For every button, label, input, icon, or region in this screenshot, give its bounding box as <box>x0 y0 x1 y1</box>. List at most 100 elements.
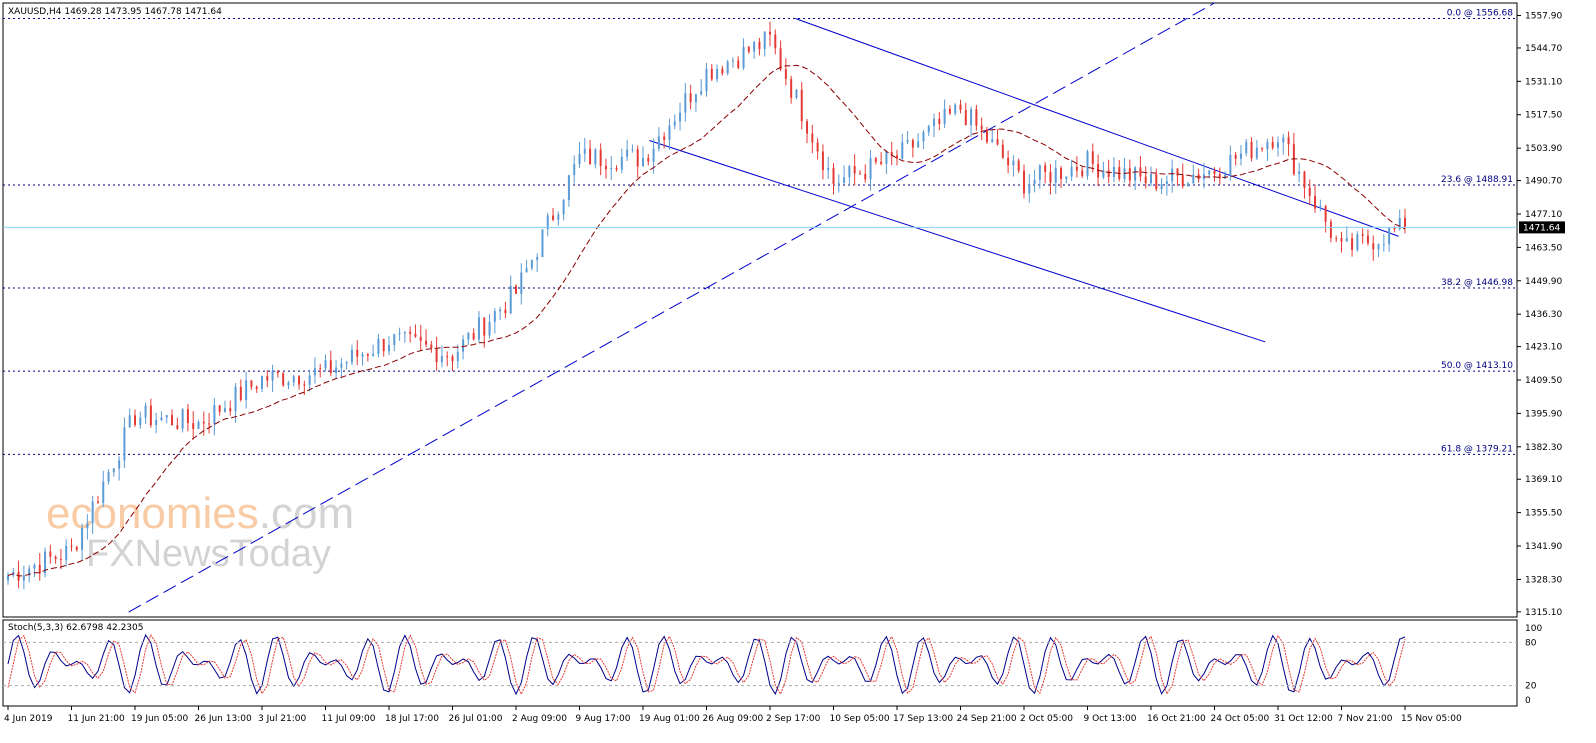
candle-body <box>477 317 480 340</box>
trend-lines <box>128 2 1399 613</box>
candle-body <box>515 285 517 294</box>
candle-body <box>324 360 327 369</box>
candle-body <box>1208 170 1211 175</box>
price-tick-label: 1369.10 <box>1525 475 1562 485</box>
candle-body <box>1303 171 1306 188</box>
candle-body <box>192 423 195 429</box>
candle-body <box>239 386 242 400</box>
time-tick-label: 7 Nov 21:00 <box>1338 714 1393 724</box>
stoch-main-line <box>7 633 1406 696</box>
candle-body <box>165 415 168 418</box>
watermark-economies: economies <box>46 489 259 538</box>
candle-body <box>567 175 570 200</box>
candle-body <box>22 575 25 581</box>
candle-body <box>1250 141 1253 159</box>
price-tick-label: 1315.10 <box>1525 608 1562 618</box>
price-pane[interactable] <box>2 2 1518 618</box>
price-tick-label: 1409.50 <box>1525 376 1562 386</box>
candle-body <box>350 349 353 363</box>
channel-upper-line <box>795 18 1399 237</box>
candle-body <box>1218 174 1221 179</box>
price-tick-label: 1503.90 <box>1525 144 1562 154</box>
time-tick-label: 15 Nov 05:00 <box>1401 714 1462 724</box>
candle-body <box>763 31 766 50</box>
candle-body <box>716 68 719 80</box>
candle-body <box>33 564 36 569</box>
candle-body <box>65 545 68 561</box>
candle-body <box>91 501 94 524</box>
candle-body <box>1033 179 1036 184</box>
candle-body <box>980 125 983 130</box>
candle-body <box>811 133 814 143</box>
candle-body <box>1366 235 1369 244</box>
candle-body <box>155 420 158 426</box>
candle-body <box>864 173 867 180</box>
candle-body <box>186 409 189 424</box>
candle-body <box>896 155 898 159</box>
candle-body <box>1086 151 1089 177</box>
candle-body <box>467 333 470 340</box>
candle-body <box>906 140 909 143</box>
candle-body <box>536 256 539 260</box>
candle-body <box>832 167 835 184</box>
moving-average <box>7 64 1406 577</box>
time-tick-label: 16 Oct 21:00 <box>1147 714 1206 724</box>
candle-body <box>372 353 375 356</box>
price-tick-label: 1477.10 <box>1525 210 1562 220</box>
candle-body <box>1261 147 1264 150</box>
candle-body <box>806 121 809 134</box>
candle-body <box>520 272 523 294</box>
stoch-header: Stoch(5,3,3) 62.6798 42.2305 <box>8 623 143 633</box>
candle-body <box>202 421 205 424</box>
candle-body <box>171 415 174 426</box>
fibonacci-levels: 0.0 @ 1556.68 23.6 @ 1488.91 38.2 @ 1446.9… <box>3 9 1517 455</box>
candle-body <box>1287 137 1290 145</box>
candle-body <box>123 427 126 461</box>
candle-body <box>1091 151 1094 164</box>
candle-body <box>149 405 152 426</box>
time-tick-label: 11 Jul 09:00 <box>322 714 376 724</box>
candle-body <box>1398 217 1401 230</box>
time-tick-label: 11 Jun 21:00 <box>68 714 125 724</box>
candle-body <box>552 215 555 220</box>
price-tick-label: 1463.50 <box>1525 243 1562 253</box>
candle-body <box>758 41 761 50</box>
candle-body <box>377 338 380 354</box>
candle-body <box>843 177 846 184</box>
candle-body <box>663 136 666 140</box>
stoch-tick-label: 80 <box>1525 638 1537 648</box>
candle-body <box>583 148 586 154</box>
candle-body <box>964 110 967 126</box>
candle-body <box>255 386 258 389</box>
candle-body <box>1128 168 1131 181</box>
price-tick-label: 1531.10 <box>1525 77 1562 87</box>
candle-body <box>1187 183 1190 187</box>
candle-body <box>1192 174 1195 184</box>
candle-body <box>959 104 962 111</box>
candle-body <box>446 356 449 358</box>
candle-body <box>710 68 713 80</box>
price-tick-label: 1544.70 <box>1525 44 1562 54</box>
candle-body <box>1277 142 1279 148</box>
candle-body <box>1382 244 1385 246</box>
candle-body <box>1329 221 1332 239</box>
fib-label: 38.2 @ 1446.98 <box>1441 278 1513 288</box>
candle-body <box>668 125 671 140</box>
candle-body <box>462 339 465 352</box>
candle-body <box>1165 181 1168 185</box>
time-tick-label: 9 Oct 13:00 <box>1084 714 1137 724</box>
candle-body <box>250 380 253 387</box>
time-tick-label: 9 Aug 17:00 <box>576 714 631 724</box>
candle-body <box>472 333 475 340</box>
candle-body <box>604 165 607 170</box>
candle-body <box>59 559 62 561</box>
candle-body <box>81 528 84 550</box>
candle-body <box>1160 184 1163 190</box>
candle-body <box>425 340 428 345</box>
candle-body <box>1012 160 1015 166</box>
candle-body <box>636 149 639 167</box>
candle-body <box>28 568 31 576</box>
candle-body <box>594 149 597 165</box>
candle-body <box>144 405 147 418</box>
candle-body <box>1234 154 1237 159</box>
